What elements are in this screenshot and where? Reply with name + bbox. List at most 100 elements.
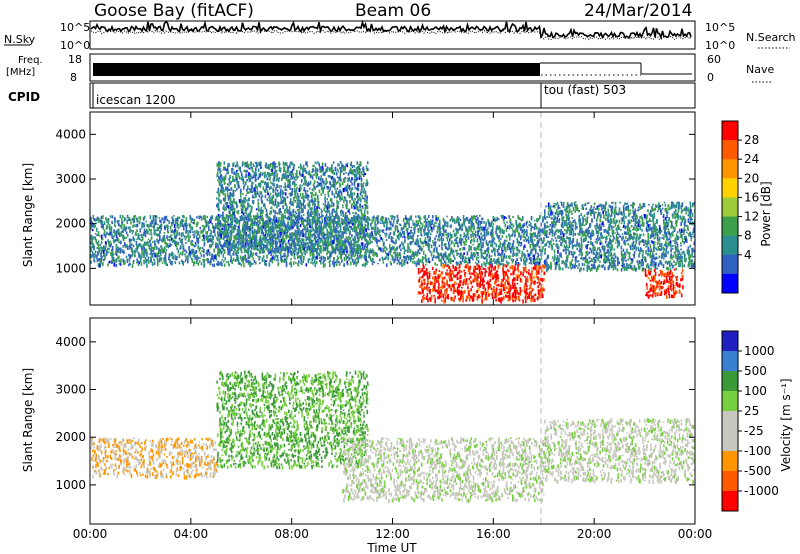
heatmap-cell bbox=[291, 215, 293, 218]
heatmap-cell bbox=[438, 223, 441, 227]
heatmap-cell bbox=[493, 248, 496, 251]
heatmap-cell bbox=[274, 250, 276, 254]
heatmap-cell bbox=[168, 220, 170, 225]
heatmap-cell bbox=[284, 222, 286, 225]
heatmap-cell bbox=[368, 233, 371, 237]
heatmap-cell bbox=[226, 245, 229, 248]
heatmap-cell bbox=[474, 247, 476, 251]
heatmap-cell bbox=[151, 241, 154, 243]
heatmap-cell bbox=[323, 180, 325, 185]
heatmap-cell bbox=[107, 247, 109, 250]
heatmap-cell bbox=[298, 230, 300, 234]
heatmap-cell bbox=[340, 177, 342, 181]
heatmap-cell bbox=[163, 237, 166, 242]
heatmap-cell bbox=[250, 238, 253, 243]
heatmap-cell bbox=[336, 263, 338, 267]
heatmap-cell bbox=[352, 171, 355, 176]
heatmap-cell bbox=[260, 238, 262, 242]
heatmap-cell bbox=[313, 173, 315, 176]
heatmap-cell bbox=[507, 261, 510, 264]
heatmap-cell bbox=[474, 261, 477, 264]
heatmap-cell bbox=[541, 229, 543, 233]
heatmap-cell bbox=[524, 263, 527, 267]
heatmap-cell bbox=[112, 253, 115, 256]
heatmap-cell bbox=[176, 220, 179, 225]
heatmap-cell bbox=[415, 262, 418, 267]
heatmap-cell bbox=[170, 237, 173, 241]
heatmap-cell bbox=[223, 243, 226, 247]
heatmap-cell bbox=[249, 240, 252, 243]
heatmap-cell bbox=[363, 226, 366, 230]
heatmap-cell bbox=[330, 184, 333, 187]
heatmap-cell bbox=[98, 220, 100, 224]
heatmap-cell bbox=[201, 234, 204, 238]
heatmap-cell bbox=[503, 221, 505, 224]
heatmap-cell bbox=[206, 257, 208, 261]
heatmap-cell bbox=[197, 256, 200, 260]
heatmap-cell bbox=[205, 252, 207, 255]
heatmap-cell bbox=[417, 241, 419, 245]
heatmap-cell bbox=[140, 239, 143, 242]
heatmap-cell bbox=[356, 187, 359, 192]
heatmap-cell bbox=[450, 243, 453, 245]
heatmap-cell bbox=[268, 235, 271, 241]
heatmap-cell bbox=[140, 255, 143, 259]
heatmap-cell bbox=[230, 236, 232, 241]
heatmap-cell bbox=[96, 258, 99, 263]
heatmap-cell bbox=[274, 199, 277, 203]
heatmap-cell bbox=[232, 241, 234, 245]
heatmap-cell bbox=[293, 240, 295, 243]
heatmap-cell bbox=[323, 260, 325, 263]
heatmap-cell bbox=[353, 241, 355, 246]
heatmap-cell bbox=[456, 251, 458, 257]
heatmap-cell bbox=[207, 235, 209, 239]
heatmap-cell bbox=[500, 255, 503, 259]
heatmap-cell bbox=[226, 229, 229, 233]
heatmap-cell bbox=[512, 240, 515, 244]
heatmap-cell bbox=[523, 233, 525, 238]
heatmap-cell bbox=[290, 203, 293, 206]
heatmap-cell bbox=[423, 221, 426, 224]
heatmap-cell bbox=[196, 229, 198, 234]
heatmap-cell bbox=[280, 222, 283, 227]
heatmap-cell bbox=[196, 256, 198, 261]
heatmap-cell bbox=[218, 222, 221, 225]
heatmap-cell bbox=[392, 245, 394, 250]
heatmap-cell bbox=[215, 255, 217, 260]
heatmap-cell bbox=[173, 233, 176, 239]
heatmap-cell bbox=[396, 251, 399, 256]
heatmap-cell bbox=[372, 217, 375, 222]
heatmap-cell bbox=[171, 240, 174, 243]
heatmap-cell bbox=[519, 228, 522, 231]
heatmap-cell bbox=[252, 200, 255, 204]
heatmap-cell bbox=[294, 257, 296, 260]
heatmap-cell bbox=[140, 233, 143, 238]
heatmap-cell bbox=[296, 199, 299, 202]
heatmap-cell bbox=[313, 229, 315, 232]
heatmap-cell bbox=[255, 172, 258, 175]
heatmap-cell bbox=[299, 224, 302, 228]
heatmap-cell bbox=[301, 262, 303, 266]
heatmap-cell bbox=[286, 184, 289, 188]
heatmap-cell bbox=[410, 230, 412, 235]
heatmap-cell bbox=[446, 215, 448, 218]
heatmap-cell bbox=[536, 239, 539, 242]
heatmap-cell bbox=[276, 235, 279, 239]
heatmap-cell bbox=[283, 186, 285, 188]
heatmap-cell bbox=[290, 258, 292, 260]
heatmap-cell bbox=[493, 247, 495, 252]
heatmap-cell bbox=[320, 232, 323, 236]
heatmap-cell bbox=[249, 223, 252, 228]
heatmap-cell bbox=[198, 215, 200, 218]
heatmap-cell bbox=[161, 246, 163, 250]
heatmap-cell bbox=[242, 245, 245, 248]
heatmap-cell bbox=[418, 215, 420, 218]
heatmap-cell bbox=[366, 216, 369, 221]
heatmap-cell bbox=[479, 228, 481, 232]
heatmap-cell bbox=[484, 225, 487, 229]
heatmap-cell bbox=[267, 192, 269, 196]
heatmap-cell bbox=[338, 251, 341, 255]
heatmap-cell bbox=[358, 209, 360, 212]
heatmap-cell bbox=[102, 227, 105, 230]
heatmap-cell bbox=[156, 227, 159, 232]
